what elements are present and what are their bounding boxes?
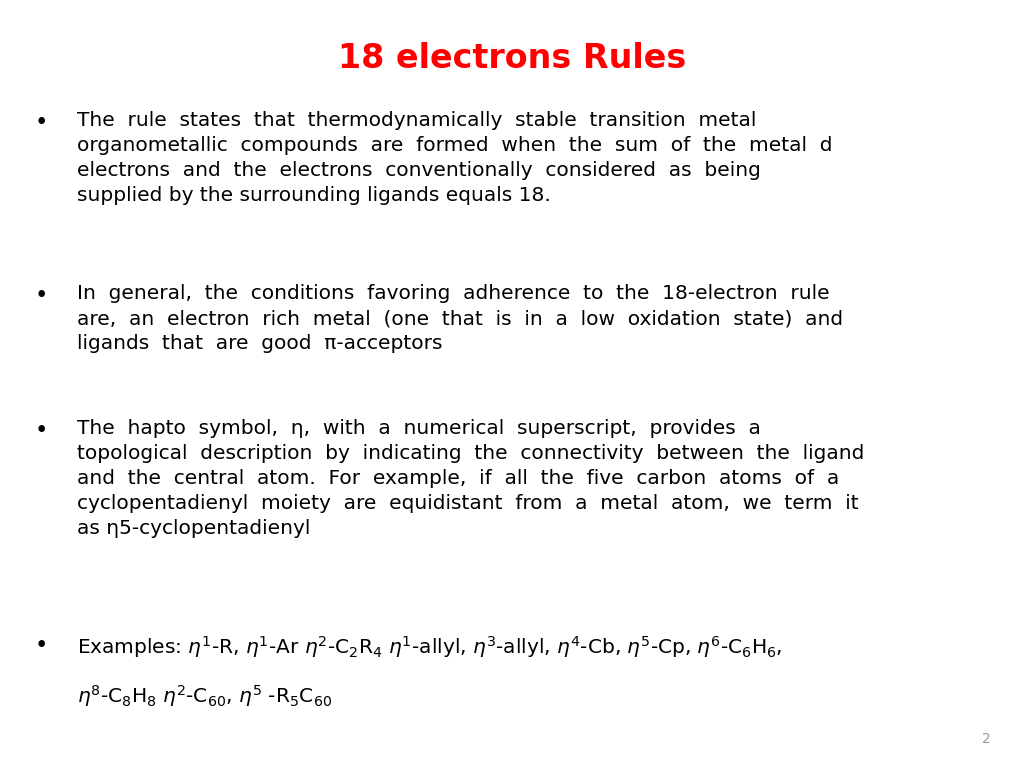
Text: •: • bbox=[34, 419, 48, 442]
Text: The  rule  states  that  thermodynamically  stable  transition  metal
organometa: The rule states that thermodynamically s… bbox=[77, 111, 833, 205]
Text: $\eta^8$-C$_8$H$_8$ $\eta^2$-C$_{60}$, $\eta^5$ -R$_5$C$_{60}$: $\eta^8$-C$_8$H$_8$ $\eta^2$-C$_{60}$, $… bbox=[77, 684, 332, 710]
Text: In  general,  the  conditions  favoring  adherence  to  the  18‑electron  rule
a: In general, the conditions favoring adhe… bbox=[77, 284, 843, 353]
Text: 18 electrons Rules: 18 electrons Rules bbox=[338, 42, 686, 75]
Text: •: • bbox=[34, 111, 48, 134]
Text: •: • bbox=[34, 634, 48, 657]
Text: •: • bbox=[34, 284, 48, 307]
Text: The  hapto  symbol,  η,  with  a  numerical  superscript,  provides  a
topologic: The hapto symbol, η, with a numerical su… bbox=[77, 419, 864, 538]
Text: Examples: $\eta^1$-R, $\eta^1$-Ar $\eta^2$-C$_2$R$_4$ $\eta^1$-allyl, $\eta^3$-a: Examples: $\eta^1$-R, $\eta^1$-Ar $\eta^… bbox=[77, 634, 782, 660]
Text: 2: 2 bbox=[982, 733, 991, 746]
